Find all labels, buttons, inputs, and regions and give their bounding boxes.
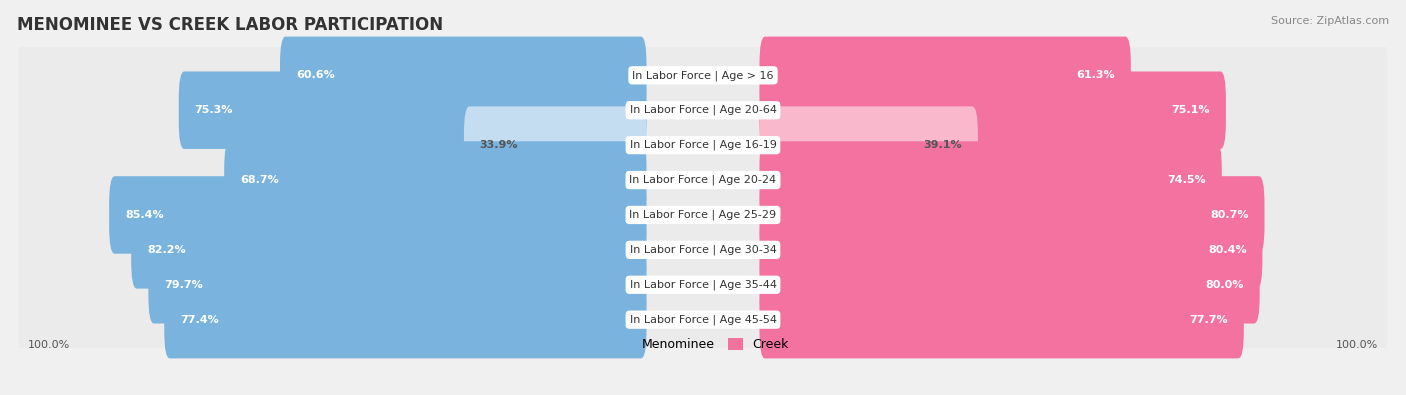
FancyBboxPatch shape	[18, 207, 1388, 292]
FancyBboxPatch shape	[18, 242, 1388, 327]
FancyBboxPatch shape	[759, 37, 1130, 114]
Text: In Labor Force | Age 45-54: In Labor Force | Age 45-54	[630, 314, 776, 325]
FancyBboxPatch shape	[18, 137, 1388, 223]
Text: 75.3%: 75.3%	[194, 105, 233, 115]
Text: 82.2%: 82.2%	[148, 245, 186, 255]
Text: 74.5%: 74.5%	[1167, 175, 1206, 185]
Text: 33.9%: 33.9%	[479, 140, 519, 150]
Text: 39.1%: 39.1%	[924, 140, 962, 150]
FancyBboxPatch shape	[759, 176, 1264, 254]
FancyBboxPatch shape	[18, 68, 1388, 153]
Text: 100.0%: 100.0%	[28, 340, 70, 350]
Text: 85.4%: 85.4%	[125, 210, 163, 220]
Text: In Labor Force | Age > 16: In Labor Force | Age > 16	[633, 70, 773, 81]
FancyBboxPatch shape	[179, 71, 647, 149]
FancyBboxPatch shape	[280, 37, 647, 114]
FancyBboxPatch shape	[18, 172, 1388, 258]
Text: 100.0%: 100.0%	[1336, 340, 1378, 350]
FancyBboxPatch shape	[759, 281, 1244, 358]
FancyBboxPatch shape	[759, 211, 1263, 289]
FancyBboxPatch shape	[18, 277, 1388, 362]
Text: 79.7%: 79.7%	[165, 280, 202, 290]
Text: In Labor Force | Age 16-19: In Labor Force | Age 16-19	[630, 140, 776, 150]
FancyBboxPatch shape	[759, 246, 1260, 324]
Text: In Labor Force | Age 25-29: In Labor Force | Age 25-29	[630, 210, 776, 220]
Text: 80.4%: 80.4%	[1208, 245, 1247, 255]
Text: 68.7%: 68.7%	[240, 175, 278, 185]
Text: 61.3%: 61.3%	[1077, 70, 1115, 80]
Text: 77.7%: 77.7%	[1189, 315, 1227, 325]
Text: 80.7%: 80.7%	[1211, 210, 1249, 220]
Text: MENOMINEE VS CREEK LABOR PARTICIPATION: MENOMINEE VS CREEK LABOR PARTICIPATION	[17, 16, 443, 34]
FancyBboxPatch shape	[464, 106, 647, 184]
FancyBboxPatch shape	[149, 246, 647, 324]
Text: 77.4%: 77.4%	[180, 315, 219, 325]
FancyBboxPatch shape	[759, 141, 1222, 219]
FancyBboxPatch shape	[759, 71, 1226, 149]
FancyBboxPatch shape	[224, 141, 647, 219]
FancyBboxPatch shape	[165, 281, 647, 358]
FancyBboxPatch shape	[110, 176, 647, 254]
Text: In Labor Force | Age 20-24: In Labor Force | Age 20-24	[630, 175, 776, 185]
FancyBboxPatch shape	[131, 211, 647, 289]
Text: 60.6%: 60.6%	[295, 70, 335, 80]
Text: In Labor Force | Age 20-64: In Labor Force | Age 20-64	[630, 105, 776, 115]
Text: In Labor Force | Age 35-44: In Labor Force | Age 35-44	[630, 280, 776, 290]
FancyBboxPatch shape	[18, 103, 1388, 188]
FancyBboxPatch shape	[759, 106, 979, 184]
Text: In Labor Force | Age 30-34: In Labor Force | Age 30-34	[630, 245, 776, 255]
Text: 75.1%: 75.1%	[1171, 105, 1211, 115]
Text: 80.0%: 80.0%	[1205, 280, 1244, 290]
FancyBboxPatch shape	[18, 33, 1388, 118]
Text: Source: ZipAtlas.com: Source: ZipAtlas.com	[1271, 16, 1389, 26]
Legend: Menominee, Creek: Menominee, Creek	[612, 333, 794, 356]
